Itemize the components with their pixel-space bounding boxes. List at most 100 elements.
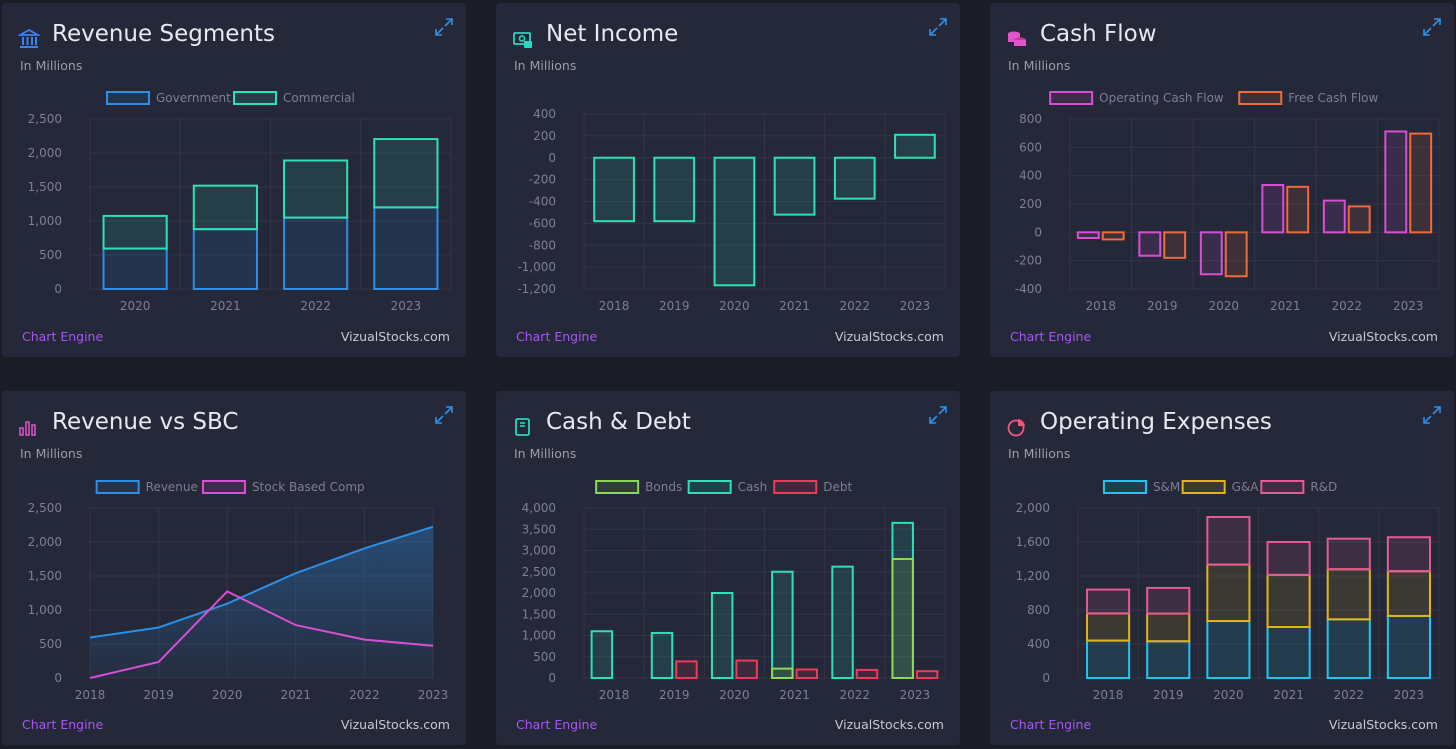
legend-swatch <box>1049 91 1094 105</box>
y-tick-label: 2,500 <box>28 501 62 515</box>
chart-engine-link[interactable]: Chart Engine <box>1010 717 1092 732</box>
y-tick-label: 0 <box>54 282 62 296</box>
bar <box>710 592 734 679</box>
expand-icon[interactable] <box>434 405 454 425</box>
chart-net-income: -1,200 -1,000 -800 -600 -400 -200 0 200 400 2018 2… <box>517 107 946 313</box>
x-tick-label: 2018 <box>1085 299 1116 313</box>
bar <box>1086 612 1131 642</box>
bar <box>1347 205 1371 234</box>
y-tick-label: 2,000 <box>522 586 556 600</box>
site-link[interactable]: VizualStocks.com <box>834 329 944 344</box>
series-line <box>89 525 434 639</box>
bar <box>653 156 696 223</box>
bar <box>1266 541 1311 576</box>
y-tick-label: 1,000 <box>28 603 62 617</box>
x-tick-label: 2020 <box>212 688 243 702</box>
bar <box>373 206 439 290</box>
expand-icon[interactable] <box>434 17 454 37</box>
y-tick-label: 1,600 <box>1016 535 1050 549</box>
x-tick-label: 2018 <box>599 688 630 702</box>
x-tick-label: 2022 <box>349 688 380 702</box>
y-tick-label: 400 <box>533 107 556 121</box>
legend-swatch <box>1102 480 1147 494</box>
card-cash-flow: Cash Flow In Millions -400 -200 0 200 400 600… <box>990 3 1454 357</box>
legend-swatch <box>687 480 732 494</box>
legend-swatch <box>1260 480 1305 494</box>
y-tick-label: 800 <box>1019 112 1042 126</box>
x-tick-label: 2022 <box>839 688 870 702</box>
legend-label: Debt <box>823 480 852 494</box>
bar <box>1386 536 1431 573</box>
bar <box>1199 231 1223 276</box>
chart-engine-link[interactable]: Chart Engine <box>516 717 598 732</box>
legend-swatch <box>106 91 150 105</box>
card-title: Revenue Segments <box>52 21 275 47</box>
y-tick-label: 400 <box>1027 637 1050 651</box>
x-tick-label: 2020 <box>120 299 151 313</box>
site-link[interactable]: VizualStocks.com <box>834 717 944 732</box>
y-tick-label: 1,000 <box>522 629 556 643</box>
expand-icon[interactable] <box>1422 405 1442 425</box>
expand-icon[interactable] <box>928 17 948 37</box>
bar <box>1146 586 1191 615</box>
chart-engine-link[interactable]: Chart Engine <box>22 717 104 732</box>
bar <box>1261 184 1285 234</box>
x-tick-label: 2021 <box>779 299 810 313</box>
chart-revenue-vs-sbc: 0 500 1,000 1,500 2,000 2,500 2018 2019 2020 2021… <box>28 480 449 702</box>
coins-icon <box>1008 31 1026 46</box>
site-link[interactable]: VizualStocks.com <box>1328 329 1438 344</box>
bar <box>675 660 698 680</box>
legend-swatch <box>595 480 640 494</box>
expand-icon[interactable] <box>928 405 948 425</box>
y-tick-label: 800 <box>1027 603 1050 617</box>
bar <box>1384 130 1408 234</box>
bar <box>1086 639 1131 680</box>
bar <box>593 156 635 223</box>
bar <box>1386 570 1431 617</box>
bar <box>773 156 816 216</box>
y-tick-label: 1,200 <box>1016 569 1050 583</box>
card-subtitle: In Millions <box>514 58 577 73</box>
bank-icon <box>18 28 40 48</box>
x-tick-label: 2019 <box>143 688 174 702</box>
x-tick-label: 2023 <box>418 688 449 702</box>
legend-label: Revenue <box>146 480 198 494</box>
card-title: Cash Flow <box>1040 21 1157 47</box>
bar <box>1326 618 1371 680</box>
site-link[interactable]: VizualStocks.com <box>340 717 450 732</box>
x-tick-label: 2021 <box>1273 688 1304 702</box>
site-link[interactable]: VizualStocks.com <box>340 329 450 344</box>
card-revenue-vs-sbc: Revenue vs SBC In Millions 0 500 1,000 1,50… <box>2 391 466 745</box>
x-tick-label: 2020 <box>1213 688 1244 702</box>
y-tick-label: 4,000 <box>522 501 556 515</box>
expand-icon[interactable] <box>1422 17 1442 37</box>
y-tick-label: 1,000 <box>28 214 62 228</box>
y-tick-label: 0 <box>548 671 556 685</box>
chart-engine-link[interactable]: Chart Engine <box>516 329 598 344</box>
legend-label: R&D <box>1310 480 1337 494</box>
chart-engine-link[interactable]: Chart Engine <box>22 329 104 344</box>
bar <box>283 159 349 219</box>
x-tick-label: 2018 <box>599 299 630 313</box>
card-subtitle: In Millions <box>514 446 577 461</box>
y-tick-label: 200 <box>533 129 556 143</box>
bar <box>1326 537 1371 571</box>
x-tick-label: 2023 <box>1394 688 1425 702</box>
chart-engine-link[interactable]: Chart Engine <box>1010 329 1092 344</box>
bar <box>102 247 168 290</box>
chart-revenue-segments: 0 500 1,000 1,500 2,000 2,500 2020 2021 2022 2023… <box>28 91 452 313</box>
x-tick-label: 2022 <box>1333 688 1364 702</box>
x-tick-label: 2022 <box>839 299 870 313</box>
card-revenue-segments: Revenue Segments In Millions 0 500 1,000 1,… <box>2 3 466 357</box>
book-icon <box>515 418 530 436</box>
site-link[interactable]: VizualStocks.com <box>1328 717 1438 732</box>
bar <box>1146 640 1191 679</box>
card-subtitle: In Millions <box>20 58 83 73</box>
x-tick-label: 2023 <box>391 299 422 313</box>
y-tick-label: 1,500 <box>28 180 62 194</box>
x-tick-label: 2019 <box>1153 688 1184 702</box>
bar <box>1326 568 1371 621</box>
y-tick-label: 0 <box>1042 671 1050 685</box>
y-tick-label: 3,500 <box>522 522 556 536</box>
y-tick-label: 0 <box>548 151 556 165</box>
